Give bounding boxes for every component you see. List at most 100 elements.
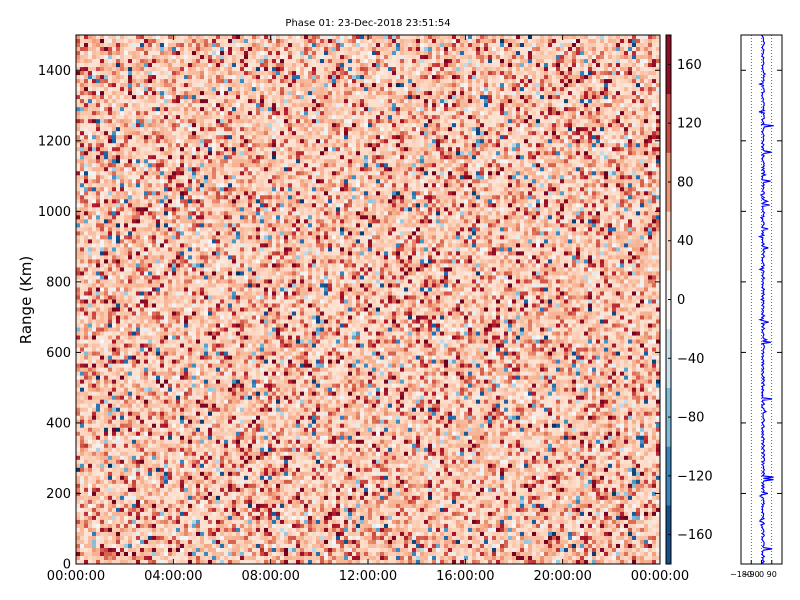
heatmap-cell: [212, 127, 217, 132]
heatmap-cell: [96, 407, 101, 413]
heatmap-cell: [88, 479, 93, 485]
heatmap-cell: [132, 131, 137, 136]
heatmap-cell: [168, 479, 173, 485]
heatmap-cell: [188, 87, 193, 92]
heatmap-cell: [180, 223, 185, 228]
heatmap-cell: [220, 239, 225, 244]
heatmap-cell: [188, 331, 193, 336]
heatmap-cell: [88, 455, 93, 461]
heatmap-cell: [108, 543, 113, 549]
heatmap-cell: [156, 99, 161, 104]
heatmap-cell: [184, 231, 189, 236]
heatmap-cell: [136, 243, 141, 248]
heatmap-cell: [148, 343, 153, 348]
heatmap-cell: [80, 451, 85, 457]
heatmap-cell: [156, 315, 161, 320]
heatmap-cell: [180, 111, 185, 116]
heatmap-cell: [180, 491, 185, 497]
heatmap-cell: [76, 519, 81, 525]
heatmap-cell: [160, 423, 165, 429]
heatmap-cell: [104, 547, 109, 553]
heatmap-cell: [188, 543, 193, 549]
heatmap-cell: [172, 291, 177, 296]
heatmap-cell: [124, 311, 129, 316]
heatmap-cell: [152, 415, 157, 421]
heatmap-cell: [108, 187, 113, 192]
heatmap-cell: [88, 371, 93, 376]
heatmap-cell: [172, 35, 177, 40]
heatmap-cell: [208, 247, 213, 252]
heatmap-cell: [112, 327, 117, 332]
heatmap-cell: [124, 235, 129, 240]
heatmap-cell: [112, 351, 117, 356]
heatmap-cell: [124, 451, 129, 457]
heatmap-cell: [124, 83, 129, 88]
heatmap-cell: [124, 295, 129, 300]
heatmap-cell: [180, 299, 185, 304]
heatmap-cell: [224, 151, 229, 156]
heatmap-cell: [172, 207, 177, 212]
heatmap-cell: [96, 127, 101, 132]
heatmap-cell: [92, 479, 97, 485]
heatmap-cell: [108, 227, 113, 232]
heatmap-cell: [128, 547, 133, 553]
heatmap-cell: [100, 175, 105, 180]
heatmap-cell: [212, 39, 217, 44]
heatmap-cell: [220, 199, 225, 204]
heatmap-cell: [84, 419, 89, 425]
heatmap-cell: [208, 299, 213, 304]
heatmap-cell: [96, 511, 101, 517]
heatmap-cell: [188, 207, 193, 212]
heatmap-cell: [84, 299, 89, 304]
heatmap-cell: [112, 559, 117, 565]
heatmap-cell: [128, 411, 133, 417]
heatmap-cell: [184, 359, 189, 364]
heatmap-cell: [224, 331, 229, 336]
heatmap-cell: [208, 387, 213, 392]
heatmap-cell: [124, 91, 129, 96]
heatmap-cell: [104, 227, 109, 232]
heatmap-cell: [176, 383, 181, 388]
heatmap-cell: [212, 71, 217, 76]
heatmap-cell: [180, 183, 185, 188]
heatmap-cell: [140, 187, 145, 192]
heatmap-cell: [132, 483, 137, 489]
heatmap-cell: [84, 467, 89, 473]
heatmap-cell: [76, 91, 81, 96]
heatmap-cell: [84, 51, 89, 56]
heatmap-cell: [156, 339, 161, 344]
heatmap-cell: [200, 287, 205, 292]
heatmap-cell: [144, 159, 149, 164]
heatmap-cell: [216, 47, 221, 52]
heatmap-cell: [104, 291, 109, 296]
heatmap-cell: [164, 347, 169, 352]
heatmap-cell: [168, 443, 173, 449]
heatmap-cell: [216, 475, 221, 481]
heatmap-cell: [220, 487, 225, 493]
heatmap-cell: [116, 199, 121, 204]
heatmap-cell: [204, 419, 209, 425]
heatmap-cell: [208, 491, 213, 497]
heatmap-cell: [192, 183, 197, 188]
heatmap-cell: [148, 139, 153, 144]
heatmap-cell: [88, 327, 93, 332]
heatmap-cell: [112, 527, 117, 533]
heatmap-cell: [80, 223, 85, 228]
heatmap-cell: [104, 171, 109, 176]
heatmap-cell: [148, 63, 153, 68]
heatmap-cell: [204, 487, 209, 493]
heatmap-cell: [164, 391, 169, 396]
heatmap-cell: [96, 239, 101, 244]
heatmap-cell: [96, 439, 101, 445]
heatmap-cell: [140, 531, 145, 537]
heatmap-cell: [84, 87, 89, 92]
heatmap-cell: [132, 95, 137, 100]
heatmap-cell: [136, 483, 141, 489]
heatmap-cell: [168, 331, 173, 336]
heatmap-cell: [108, 407, 113, 413]
heatmap-cell: [192, 527, 197, 533]
heatmap-cell: [204, 159, 209, 164]
heatmap-cell: [164, 279, 169, 284]
heatmap-cell: [168, 355, 173, 360]
heatmap-cell: [160, 155, 165, 160]
